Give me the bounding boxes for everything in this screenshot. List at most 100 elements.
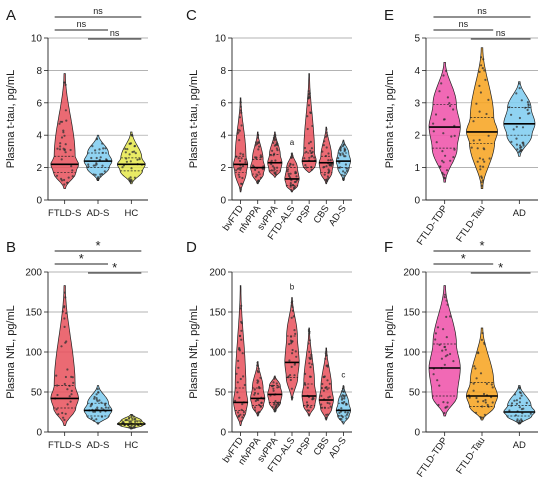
data-point	[89, 405, 92, 408]
data-point	[134, 152, 137, 155]
data-point	[482, 158, 485, 161]
x-tick-label: PSP	[295, 203, 315, 225]
data-point	[93, 410, 97, 413]
data-point	[327, 396, 330, 399]
data-point	[60, 136, 64, 139]
data-point	[293, 185, 297, 188]
data-point	[449, 104, 452, 108]
data-point	[343, 174, 346, 177]
data-point	[289, 172, 292, 175]
violin-FTLD-S	[50, 73, 79, 190]
data-point	[479, 168, 482, 171]
data-point	[324, 357, 327, 360]
data-point	[449, 352, 452, 356]
data-point	[239, 152, 242, 155]
data-point	[445, 315, 448, 318]
data-point	[128, 177, 131, 180]
data-point	[71, 175, 74, 178]
data-point	[452, 360, 455, 363]
data-point	[305, 405, 309, 408]
data-point	[339, 154, 342, 157]
data-point	[66, 388, 69, 391]
data-point	[340, 418, 343, 421]
data-point	[478, 138, 481, 142]
data-point	[309, 366, 312, 369]
data-point	[67, 176, 70, 179]
data-point	[520, 394, 523, 397]
data-point	[515, 125, 518, 128]
data-point	[437, 403, 440, 407]
data-point	[474, 411, 478, 414]
data-point	[69, 148, 72, 152]
data-point	[342, 140, 345, 143]
significance-label: *	[498, 260, 503, 275]
data-point	[99, 175, 102, 178]
data-point	[95, 418, 98, 421]
data-point	[273, 409, 276, 412]
data-point	[71, 169, 74, 172]
data-point	[257, 179, 260, 183]
x-tick-label: AD-S	[327, 435, 349, 460]
data-point	[277, 401, 280, 404]
data-point	[237, 128, 240, 131]
data-point	[63, 317, 66, 320]
data-point	[328, 382, 331, 385]
data-point	[102, 147, 105, 150]
data-point	[323, 375, 326, 378]
data-point	[273, 376, 276, 379]
data-point	[257, 392, 260, 395]
data-point	[87, 163, 90, 166]
data-point	[63, 325, 66, 328]
data-point	[260, 401, 263, 404]
data-point	[308, 332, 311, 335]
data-point	[64, 151, 67, 154]
data-point	[475, 377, 478, 380]
data-point	[129, 160, 132, 163]
data-point	[443, 296, 446, 299]
data-point	[342, 177, 345, 180]
data-point	[479, 372, 483, 375]
data-point	[274, 159, 277, 162]
data-point	[310, 353, 313, 356]
data-point	[244, 161, 247, 164]
data-point	[236, 391, 239, 394]
data-point	[488, 157, 491, 160]
data-point	[483, 413, 486, 416]
data-point	[256, 364, 259, 367]
data-point	[490, 383, 493, 386]
data-point	[238, 175, 241, 179]
data-point	[270, 159, 273, 162]
data-point	[338, 411, 341, 414]
data-point	[290, 316, 293, 319]
data-point	[276, 149, 279, 152]
data-point	[311, 398, 314, 401]
data-point	[257, 413, 260, 416]
x-tick-label: AD-S	[87, 440, 110, 451]
data-point	[309, 111, 312, 114]
data-point	[327, 177, 330, 180]
data-point	[275, 143, 278, 146]
data-point	[240, 338, 243, 341]
data-point	[256, 174, 259, 177]
data-point	[62, 131, 65, 134]
data-point	[480, 175, 483, 178]
data-point	[344, 163, 347, 166]
data-point	[474, 367, 477, 370]
data-point	[255, 141, 258, 144]
data-point	[240, 166, 243, 169]
data-point	[239, 413, 242, 416]
data-point	[56, 393, 59, 397]
panel-letter: C	[186, 7, 197, 24]
data-point	[91, 145, 94, 148]
data-point	[475, 396, 478, 400]
data-point	[239, 109, 242, 112]
data-point	[518, 421, 521, 424]
significance-label: ns	[496, 28, 506, 38]
y-axis-label: Plasma t-tau, pg/mL	[5, 70, 17, 168]
violin-AD	[503, 81, 536, 157]
data-point	[446, 303, 449, 306]
y-tick-label: 50	[31, 388, 43, 399]
data-point	[241, 165, 245, 168]
data-point	[482, 416, 485, 419]
data-point	[476, 160, 479, 163]
